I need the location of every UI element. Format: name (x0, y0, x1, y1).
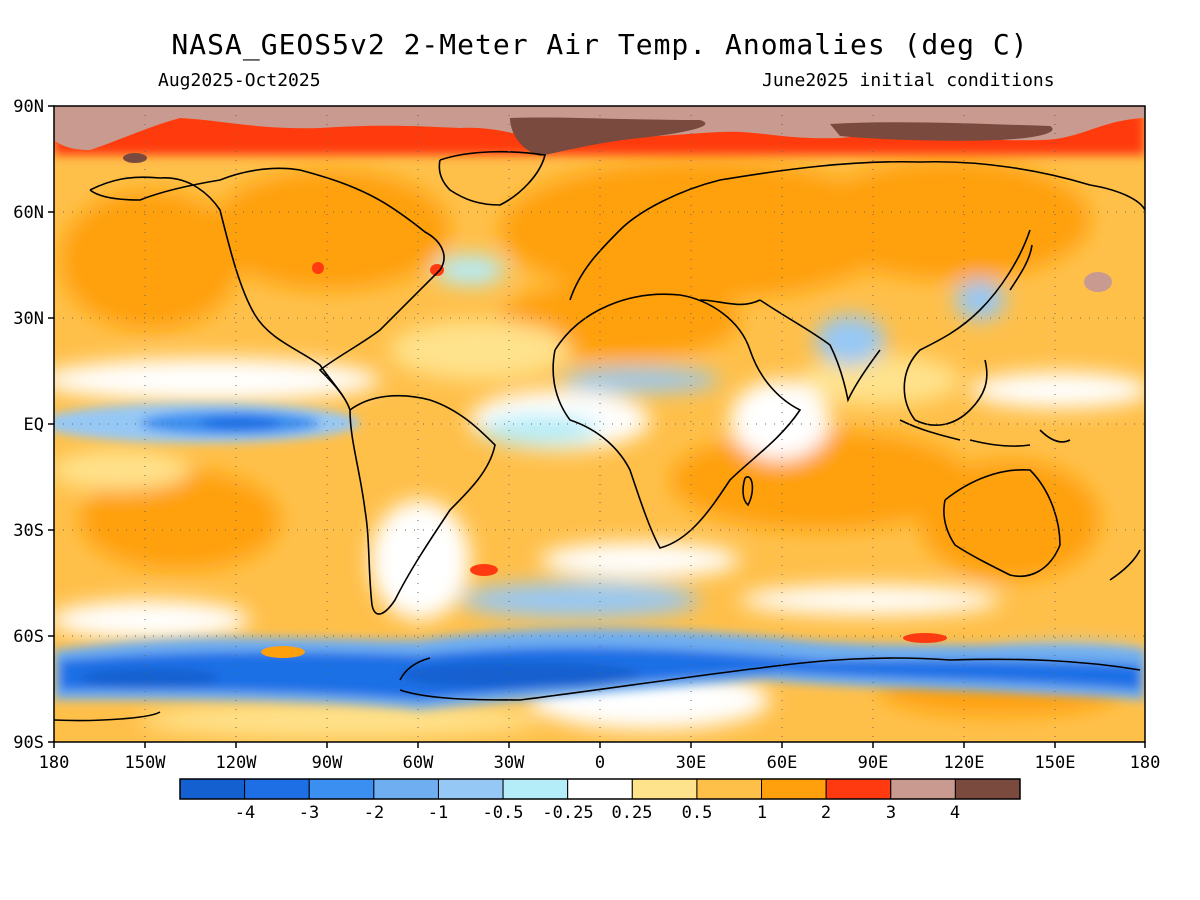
colorbar-swatch (179, 778, 246, 800)
lon-label: 180 (1130, 753, 1161, 773)
colorbar-swatch (373, 778, 439, 800)
colorbar-label: 0.25 (612, 803, 653, 823)
colorbar: -4 -3 -2 -1 -0.5 -0.25 0.25 0.5 1 2 3 4 (179, 778, 1021, 823)
forecast-period: Aug2025-Oct2025 (158, 70, 321, 91)
colorbar-swatch (244, 778, 310, 800)
colorbar-swatch (954, 778, 1021, 800)
colorbar-label: -0.25 (542, 803, 593, 823)
lat-label: 90S (13, 733, 44, 753)
colorbar-label: 2 (821, 803, 831, 823)
colorbar-swatch (308, 778, 375, 800)
initial-conditions-label: June2025 initial conditions (762, 70, 1055, 91)
lat-label: 60S (13, 627, 44, 647)
lon-label: 30E (676, 753, 707, 773)
lon-label: 60W (403, 753, 434, 773)
lon-label: 90W (312, 753, 343, 773)
colorbar-swatch (631, 778, 698, 800)
lon-label: 150W (125, 753, 167, 773)
lon-label: 60E (767, 753, 798, 773)
colorbar-swatch (825, 778, 892, 800)
colorbar-label: -1 (428, 803, 448, 823)
colorbar-label: 3 (886, 803, 896, 823)
lat-label: 30N (13, 309, 44, 329)
lon-label: 150E (1035, 753, 1076, 773)
lon-label: 120W (216, 753, 258, 773)
latitude-labels: 90N 60N 30N EQ 30S 60S 90S (13, 97, 44, 753)
colorbar-label: 4 (950, 803, 960, 823)
colorbar-label: 0.5 (682, 803, 713, 823)
colorbar-swatches (179, 778, 1021, 800)
map-title: NASA_GEOS5v2 2-Meter Air Temp. Anomalies… (171, 28, 1029, 61)
longitude-labels: 180 150W 120W 90W 60W 30W 0 30E 60E 90E … (39, 753, 1161, 773)
lon-label: 0 (595, 753, 605, 773)
lat-label: 30S (13, 521, 44, 541)
lon-label: 90E (858, 753, 889, 773)
lat-label: 60N (13, 203, 44, 223)
colorbar-label: -2 (364, 803, 384, 823)
lat-label: 90N (13, 97, 44, 117)
colorbar-swatch (696, 778, 763, 800)
colorbar-swatch (502, 778, 569, 800)
axis-ticks (48, 105, 1146, 748)
colorbar-swatch (567, 778, 633, 800)
colorbar-label: -0.5 (483, 803, 524, 823)
lon-label: 30W (494, 753, 525, 773)
colorbar-label: 1 (757, 803, 767, 823)
colorbar-swatch (437, 778, 504, 800)
lat-label: EQ (24, 415, 44, 435)
colorbar-swatch (890, 778, 956, 800)
lon-label: 120E (944, 753, 985, 773)
coastlines (54, 150, 1145, 722)
lon-label: 180 (39, 753, 70, 773)
colorbar-frame (179, 778, 1021, 800)
graticule (54, 106, 1145, 742)
colorbar-label: -3 (299, 803, 319, 823)
colorbar-label: -4 (235, 803, 255, 823)
colorbar-labels: -4 -3 -2 -1 -0.5 -0.25 0.25 0.5 1 2 3 4 (235, 803, 960, 823)
colorbar-swatch (761, 778, 827, 800)
